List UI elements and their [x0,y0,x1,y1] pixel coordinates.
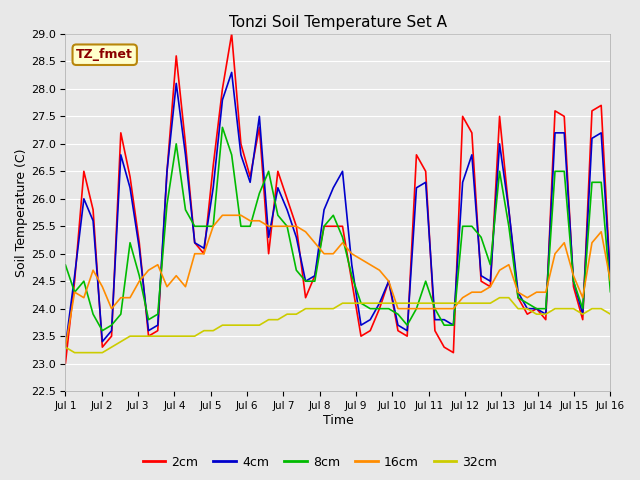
4cm [61,344,69,350]
32cm [413,300,420,306]
8cm [219,124,227,130]
8cm [255,191,263,196]
4cm [154,322,161,328]
4cm [200,245,208,251]
16cm [255,218,263,224]
8cm [163,202,171,207]
16cm [413,306,420,312]
2cm [413,152,420,158]
16cm [200,251,208,257]
Line: 4cm: 4cm [65,72,611,347]
Title: Tonzi Soil Temperature Set A: Tonzi Soil Temperature Set A [229,15,447,30]
8cm [209,223,217,229]
32cm [496,295,504,300]
32cm [246,322,254,328]
Line: 2cm: 2cm [65,34,611,364]
2cm [255,124,263,130]
8cm [237,223,244,229]
16cm [246,218,254,224]
32cm [255,322,263,328]
4cm [607,278,614,284]
2cm [246,174,254,180]
32cm [607,312,614,317]
X-axis label: Time: Time [323,414,353,427]
32cm [61,344,69,350]
16cm [228,212,236,218]
8cm [607,289,614,295]
8cm [422,278,429,284]
8cm [61,262,69,268]
2cm [61,361,69,367]
32cm [228,322,236,328]
Legend: 2cm, 4cm, 8cm, 16cm, 32cm: 2cm, 4cm, 8cm, 16cm, 32cm [138,451,502,474]
Line: 8cm: 8cm [65,127,611,331]
16cm [219,212,227,218]
32cm [163,333,171,339]
4cm [413,185,420,191]
4cm [246,180,254,185]
32cm [209,328,217,334]
8cm [265,168,273,174]
32cm [71,350,79,356]
Line: 32cm: 32cm [65,298,611,353]
Line: 16cm: 16cm [65,215,611,347]
2cm [154,328,161,334]
2cm [607,278,614,284]
2cm [228,31,236,37]
16cm [61,344,69,350]
4cm [255,113,263,119]
Y-axis label: Soil Temperature (C): Soil Temperature (C) [15,148,28,277]
4cm [219,97,227,103]
2cm [219,86,227,92]
8cm [99,328,106,334]
4cm [228,70,236,75]
16cm [607,278,614,284]
Text: TZ_fmet: TZ_fmet [76,48,133,61]
2cm [200,251,208,257]
16cm [154,262,161,268]
